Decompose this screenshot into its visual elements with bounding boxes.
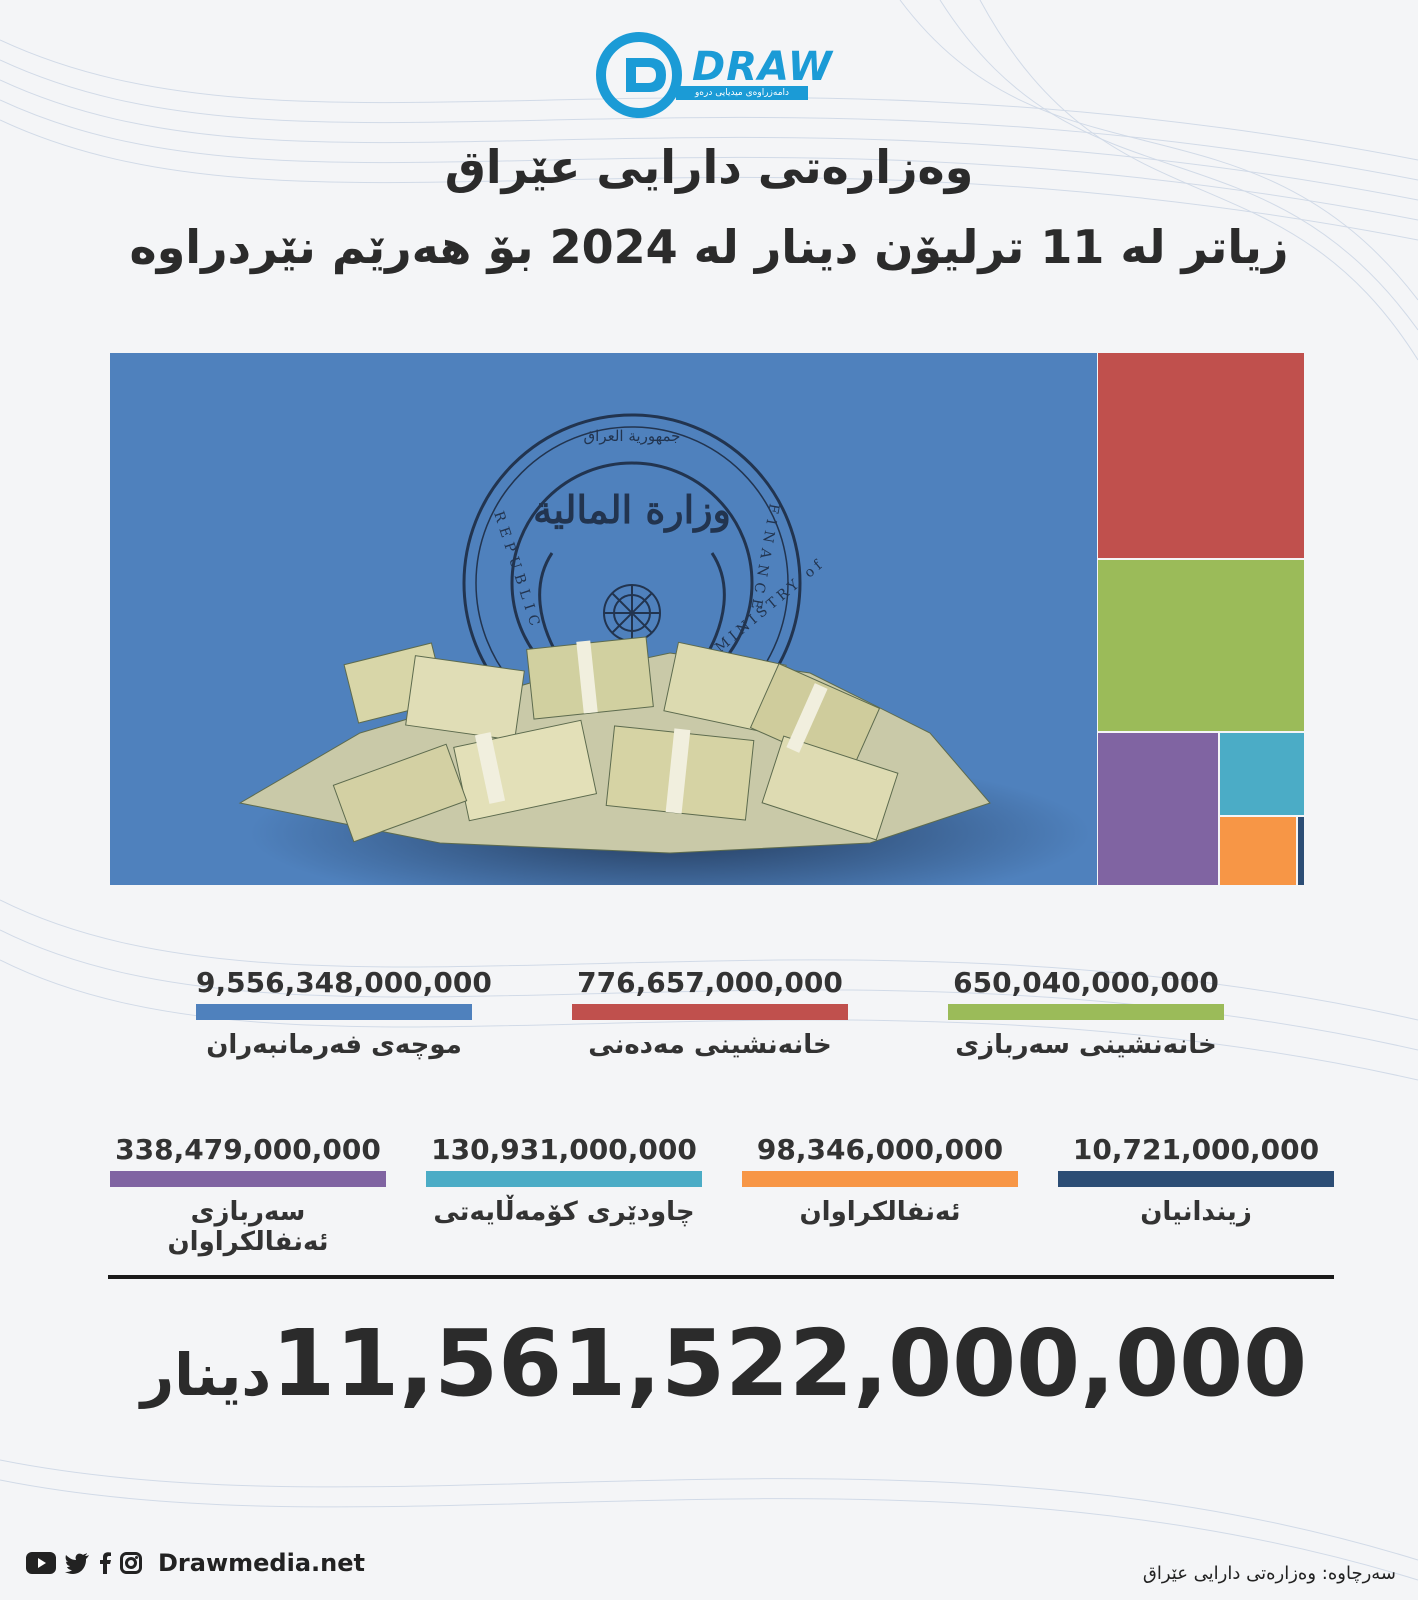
facebook-icon[interactable] [98,1552,112,1574]
seal-title: وزارة المالية [533,487,731,533]
money-pile [238,636,991,854]
stat-salaries: 9,556,348,000,000 موچەی فەرمانبەران [196,966,492,1060]
page-subtitle: زیاتر لە 11 ترلیۆن دینار لە 2024 بۆ هەرێ… [129,220,1289,274]
stat-value: 98,346,000,000 [756,1133,1004,1166]
stat-anfal: 98,346,000,000 ئەنفالکراوان [742,1133,1018,1227]
logo-wordmark: DRAW [692,44,833,90]
social-bar: Drawmedia.net [26,1546,365,1580]
stat-label: سەربازی ئەنفالکراوان [167,1197,329,1257]
site-link[interactable]: Drawmedia.net [158,1549,365,1577]
source-note: سەرچاوە: وەزارەتی دارایی عێراق [1142,1563,1396,1584]
total-amount: 11,561,522,000,000دینار [0,1310,1418,1420]
stat-anfal-military: 338,479,000,000 سەربازی ئەنفالکراوان [110,1133,386,1257]
stat-color-bar [196,1004,472,1020]
stat-color-bar [1058,1171,1334,1187]
youtube-icon[interactable] [26,1552,56,1574]
total-value: 11,561,522,000,000 [271,1310,1308,1417]
stat-label: خانەنشینی سەربازی [955,1030,1217,1060]
stat-label: چاودێری کۆمەڵایەتی [433,1197,695,1227]
stat-value: 130,931,000,000 [431,1133,697,1166]
stat-label: موچەی فەرمانبەران [206,1030,462,1060]
stat-value: 10,721,000,000 [1072,1133,1320,1166]
treemap-cell-anfal-military [1098,733,1218,885]
stat-prisoners: 10,721,000,000 زیندانیان [1058,1133,1334,1227]
stat-value: 338,479,000,000 [115,1133,381,1166]
logo-tagline: دامەزراوەی میدیایی درەو [676,86,808,100]
stat-value: 776,657,000,000 [577,966,843,999]
stat-color-bar [948,1004,1224,1020]
logo-mark [596,32,682,118]
treemap-cell-prisoners [1298,817,1304,885]
stat-color-bar [426,1171,702,1187]
seal-text-top: جمهورية العراق [584,427,681,445]
stat-label: زیندانیان [1140,1197,1252,1227]
stat-social-welfare: 130,931,000,000 چاودێری کۆمەڵایەتی [426,1133,702,1227]
stat-civil-retirement: 776,657,000,000 خانەنشینی مەدەنی [572,966,848,1060]
stat-value: 650,040,000,000 [953,966,1219,999]
treemap-cell-social-welfare [1220,733,1304,815]
stat-label: خانەنشینی مەدەنی [588,1030,832,1060]
total-unit: دینار [140,1341,272,1409]
treemap-cell-military-retirement [1098,560,1304,731]
stat-value: 9,556,348,000,000 [196,966,492,999]
page-title: وەزارەتی دارایی عێراق [444,140,974,194]
hero-image: وزارة المالية جمهورية العراق REPUBLIC FI… [110,353,1097,885]
stat-color-bar [742,1171,1018,1187]
stat-color-bar [572,1004,848,1020]
treemap-cell-anfal [1220,817,1296,885]
stat-label: ئەنفالکراوان [799,1197,961,1227]
stat-military-retirement: 650,040,000,000 خانەنشینی سەربازی [948,966,1224,1060]
twitter-icon[interactable] [64,1552,90,1574]
instagram-icon[interactable] [120,1552,142,1574]
draw-logo: DRAW دامەزراوەی میدیایی درەو [596,32,832,118]
divider [108,1275,1334,1279]
treemap-cell-civil-retirement [1098,353,1304,558]
stat-color-bar [110,1171,386,1187]
